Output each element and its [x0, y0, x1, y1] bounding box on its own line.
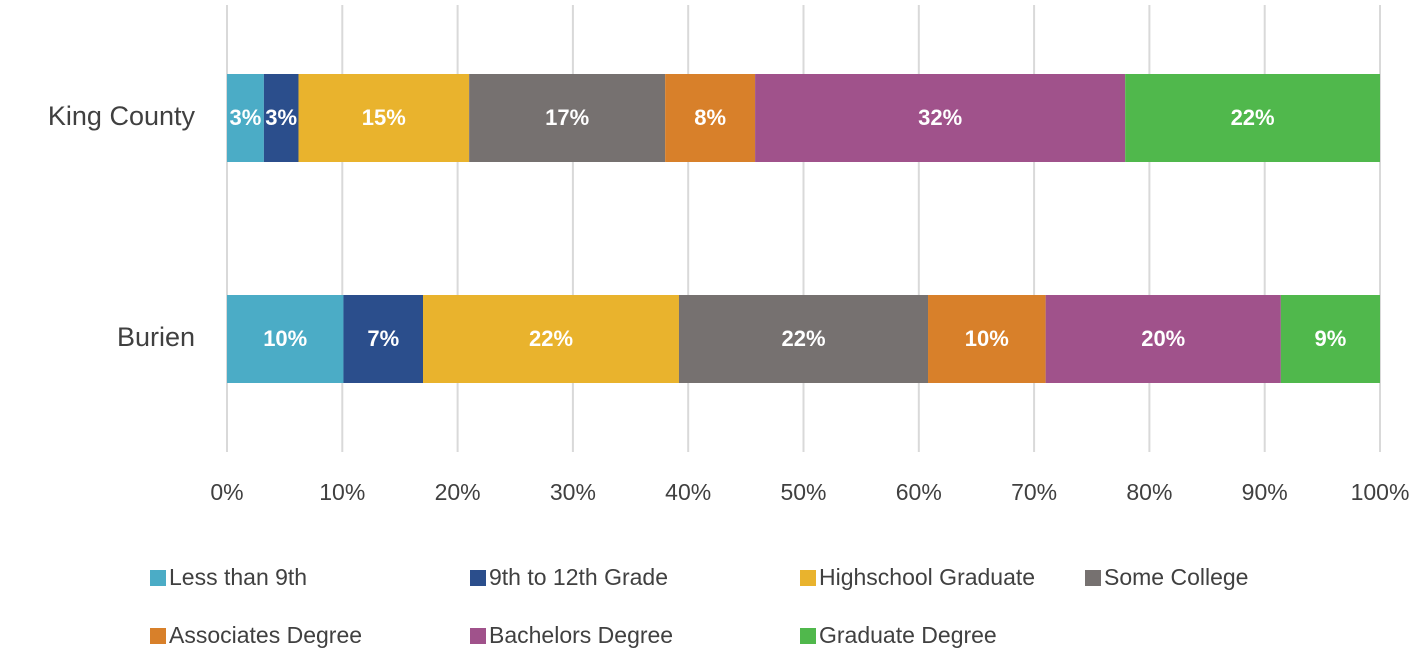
x-tick-label: 70%	[1011, 479, 1057, 505]
bar-segment	[1280, 295, 1380, 383]
bar-segment	[665, 74, 756, 162]
x-tick-label: 10%	[319, 479, 365, 505]
data-label: 32%	[918, 105, 962, 130]
x-tick-label: 90%	[1242, 479, 1288, 505]
data-label: 15%	[362, 105, 406, 130]
category-label: King County	[48, 101, 196, 131]
x-tick-label: 40%	[665, 479, 711, 505]
data-label: 10%	[263, 326, 307, 351]
legend-swatch	[150, 570, 166, 586]
bar-segment	[1045, 295, 1281, 383]
bar-segment	[678, 295, 929, 383]
bar-segment	[755, 74, 1126, 162]
data-label: 10%	[965, 326, 1009, 351]
legend-swatch	[800, 628, 816, 644]
legend-swatch	[1085, 570, 1101, 586]
x-tick-label: 50%	[780, 479, 826, 505]
data-label: 8%	[694, 105, 726, 130]
legend-label: Less than 9th	[169, 564, 307, 590]
bar-segment	[1125, 74, 1380, 162]
category-label: Burien	[117, 322, 195, 352]
legend-label: Graduate Degree	[819, 622, 997, 648]
legend-label: Some College	[1104, 564, 1248, 590]
legend-label: Associates Degree	[169, 622, 362, 648]
legend-label: 9th to 12th Grade	[489, 564, 668, 590]
data-label: 17%	[545, 105, 589, 130]
bar-segment	[469, 74, 666, 162]
data-label: 22%	[1231, 105, 1275, 130]
bar-segment	[423, 295, 679, 383]
x-tick-label: 0%	[210, 479, 243, 505]
legend-swatch	[800, 570, 816, 586]
x-tick-label: 80%	[1126, 479, 1172, 505]
data-label: 7%	[367, 326, 399, 351]
data-label: 20%	[1141, 326, 1185, 351]
data-label: 22%	[781, 326, 825, 351]
x-tick-label: 30%	[550, 479, 596, 505]
legend-swatch	[470, 628, 486, 644]
data-label: 3%	[265, 105, 297, 130]
x-tick-label: 60%	[896, 479, 942, 505]
x-tick-label: 20%	[435, 479, 481, 505]
bar-segment	[343, 295, 424, 383]
bar-segment	[298, 74, 470, 162]
data-label: 22%	[529, 326, 573, 351]
legend-label: Highschool Graduate	[819, 564, 1035, 590]
x-tick-label: 100%	[1351, 479, 1410, 505]
bar-segment	[227, 295, 344, 383]
bar-segment	[227, 74, 264, 162]
data-label: 9%	[1315, 326, 1347, 351]
bar-segment	[928, 295, 1046, 383]
data-label: 3%	[230, 105, 262, 130]
bar-segment	[263, 74, 299, 162]
legend-swatch	[150, 628, 166, 644]
legend-swatch	[470, 570, 486, 586]
legend-label: Bachelors Degree	[489, 622, 673, 648]
